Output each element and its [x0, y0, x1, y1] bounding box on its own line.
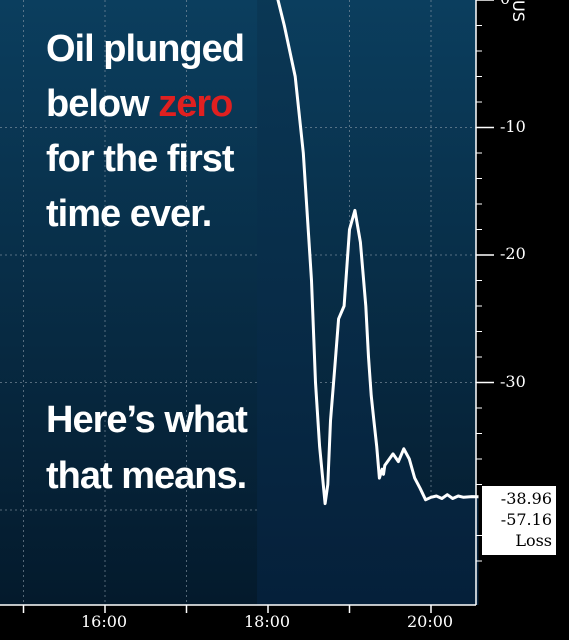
x-tick-label: 18:00 — [244, 612, 291, 631]
subhead: Here’s what that means. — [46, 392, 346, 504]
x-tick-label: 16:00 — [81, 612, 128, 631]
headline-accent-word: zero — [158, 83, 233, 125]
area-under-line — [257, 0, 479, 605]
loss-value-label: -57.16 — [500, 510, 552, 529]
y-tick-label: -20 — [500, 244, 526, 263]
last-price-label: -38.96 — [500, 489, 552, 508]
subhead-line-1: Here’s what — [46, 399, 248, 441]
loss-label: Loss — [515, 531, 552, 550]
subhead-line-2: that means. — [46, 455, 247, 497]
x-tick-label: 20:00 — [407, 612, 454, 631]
y-tick-label: 0 — [500, 0, 510, 8]
headline-line-2-prefix: below — [46, 83, 159, 125]
y-axis-unit-label: US — [509, 0, 528, 22]
headline-line-4: time ever. — [46, 193, 212, 235]
last-value-box: -38.96 -57.16 Loss — [482, 486, 556, 555]
headline-line-3: for the first — [46, 138, 235, 180]
headline: Oil plunged below zero for the first tim… — [46, 22, 346, 242]
price-line — [276, 0, 479, 506]
headline-line-1: Oil plunged — [46, 28, 245, 70]
headline-line-2: below zero — [46, 77, 346, 132]
y-tick-label: -30 — [500, 371, 526, 391]
y-tick-label: -10 — [500, 116, 526, 136]
axis-ticks — [22, 0, 494, 613]
